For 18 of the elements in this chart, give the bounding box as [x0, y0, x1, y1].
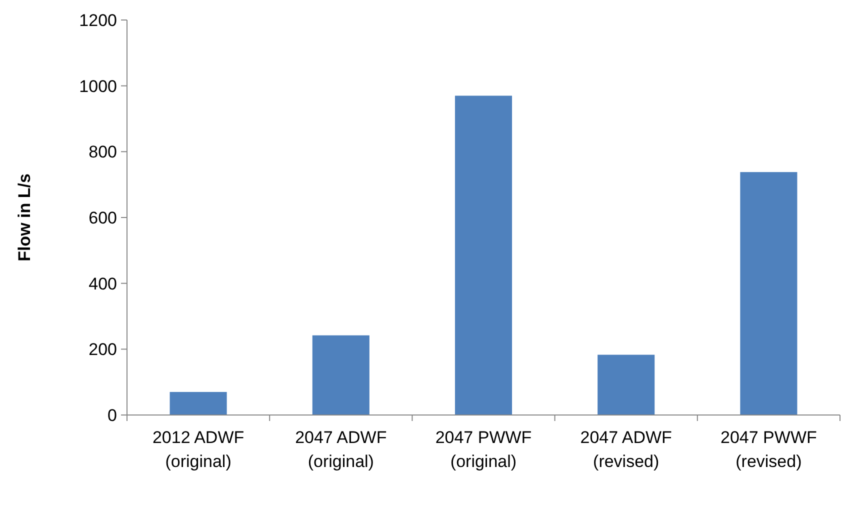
y-tick-label: 1000: [79, 76, 117, 96]
x-tick-label: 2047 PWWF (original): [435, 428, 532, 471]
x-tick-label: 2047 PWWF (revised): [720, 428, 817, 471]
y-axis-title: Flow in L/s: [15, 174, 34, 262]
y-tick-label: 0: [108, 406, 117, 425]
bar: [454, 96, 512, 415]
y-tick-label: 800: [88, 142, 117, 162]
bar: [170, 392, 227, 415]
y-tick-label: 600: [88, 208, 117, 228]
y-tick-label: 200: [88, 340, 117, 360]
bar: [312, 335, 370, 415]
x-tick-label: 2012 ADWF (original): [152, 428, 244, 471]
y-tick-label: 400: [88, 274, 117, 294]
x-tick-label: 2047 ADWF (revised): [580, 428, 672, 471]
x-tick-label: 2047 ADWF (original): [295, 428, 387, 471]
bar: [740, 172, 798, 415]
bar: [598, 354, 655, 415]
y-tick-label: 1200: [79, 10, 117, 30]
